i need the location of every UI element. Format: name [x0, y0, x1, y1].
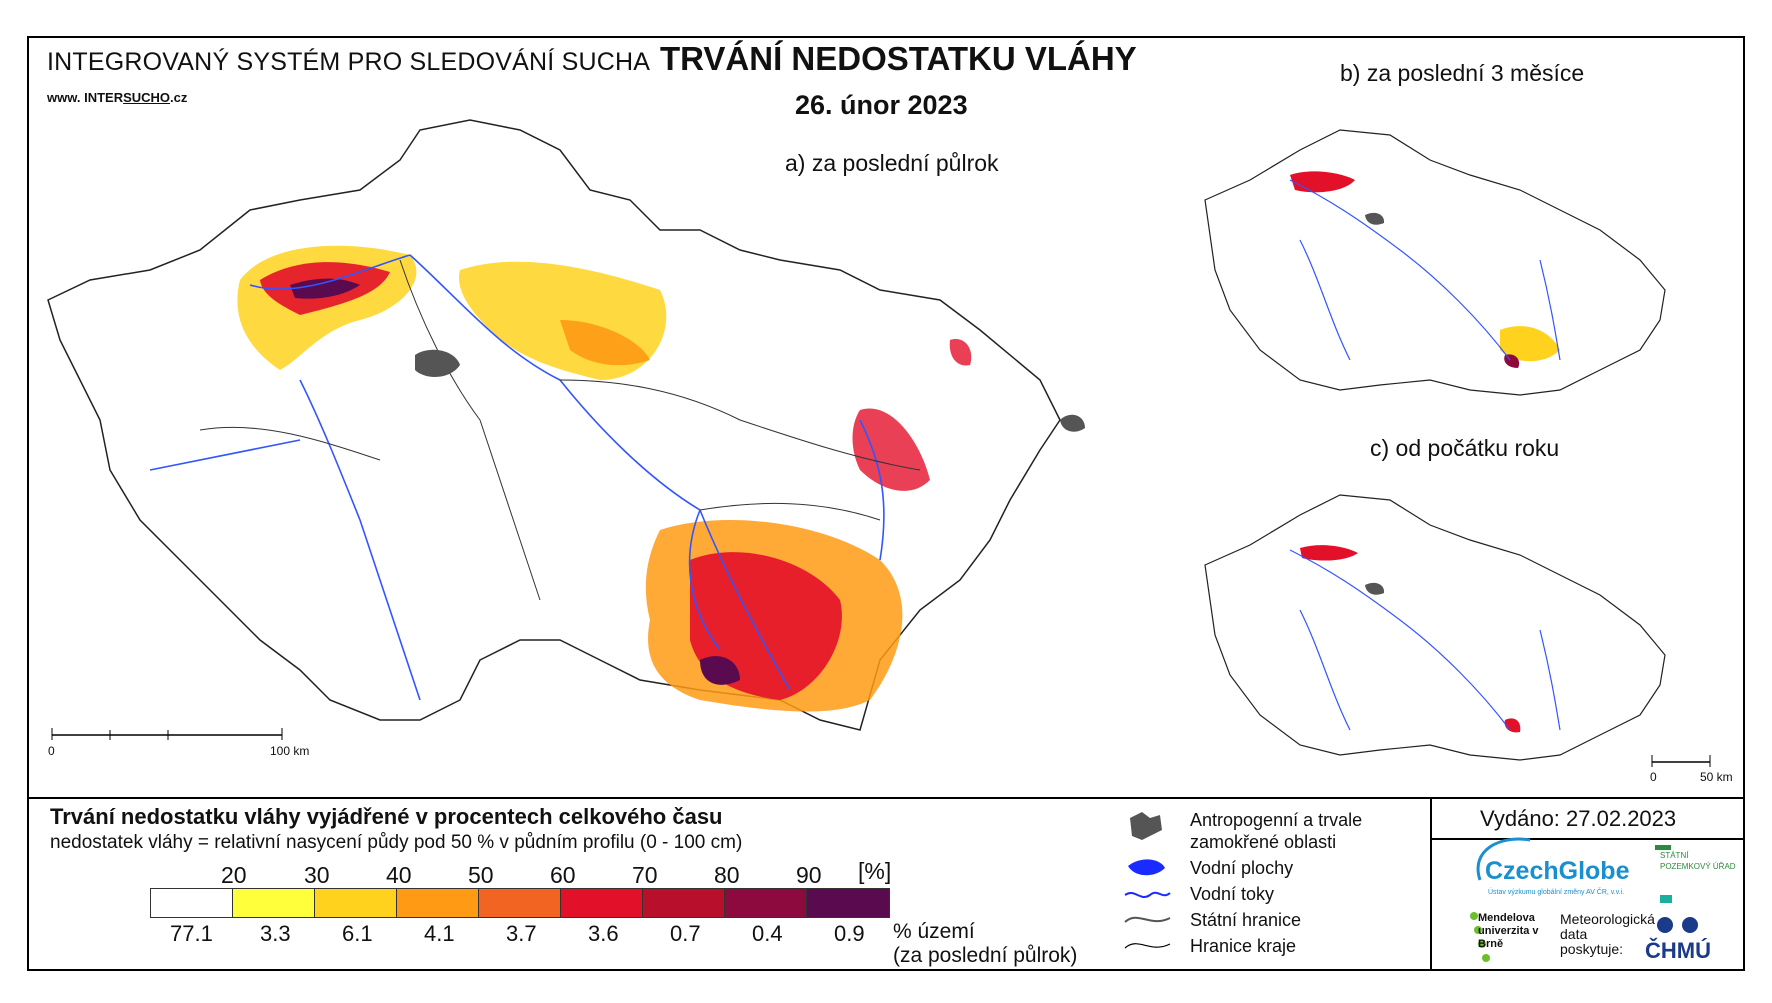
legend-title: Trvání nedostatku vláhy vyjádřené v proc… — [50, 804, 723, 829]
area-value: 0.7 — [670, 921, 701, 946]
ramp-class-7 — [725, 889, 807, 917]
scale-main-zero: 0 — [48, 744, 55, 758]
chmu-logo: ČHMÚ — [1645, 938, 1711, 963]
area-value: 3.3 — [260, 921, 291, 946]
threshold-label: 30 — [304, 862, 330, 888]
drought-e-a — [852, 408, 930, 491]
drought-s-deep-a — [700, 656, 740, 685]
panel-c-label: c) od počátku roku — [1370, 435, 1560, 461]
scalebar-small — [1651, 755, 1711, 767]
map-c — [1204, 494, 1666, 761]
map-b — [1204, 129, 1666, 396]
drought-nw-deep-a — [290, 278, 360, 299]
czech-outline-b — [1204, 129, 1666, 396]
threshold-label: 50 — [468, 862, 494, 888]
maps-canvas — [47, 119, 1711, 767]
threshold-label: 60 — [550, 862, 576, 888]
key-river-label: Vodní toky — [1190, 884, 1275, 904]
area-value: 0.4 — [752, 921, 783, 946]
scale-small-zero: 0 — [1650, 770, 1657, 784]
ramp-class-2 — [315, 889, 397, 917]
key-region-border-label: Hranice kraje — [1190, 936, 1297, 956]
map-title: TRVÁNÍ NEDOSTATKU VLÁHY — [660, 40, 1137, 77]
issued-date: Vydáno: 27.02.2023 — [1480, 806, 1677, 831]
meteo-data-credit: Meteorologická data poskytuje: — [1560, 911, 1655, 957]
area-value: 3.6 — [588, 921, 619, 946]
rivers-a — [149, 254, 885, 701]
prague-urban-b — [1365, 212, 1385, 225]
prague-urban-c — [1365, 582, 1385, 595]
panel-a-label: a) za poslední půlrok — [785, 150, 999, 176]
ramp-class-8 — [807, 889, 889, 917]
ramp-class-4 — [479, 889, 561, 917]
legend-divider — [1430, 799, 1432, 971]
rivers-b — [1289, 179, 1561, 361]
spu-logo: STÁTNÍ POZEMKOVÝ ÚŘAD — [1660, 851, 1736, 871]
key-urban-label-2: zamokřené oblasti — [1190, 832, 1337, 852]
czech-outline-c — [1204, 494, 1666, 761]
area-value: 6.1 — [342, 921, 373, 946]
prague-urban-a — [415, 349, 460, 377]
drought-b-nw — [1290, 171, 1355, 193]
area-label: % území — [893, 920, 975, 943]
threshold-label: 80 — [714, 862, 740, 888]
drought-n-core-a — [560, 320, 650, 366]
area-value: 4.1 — [424, 921, 455, 946]
drought-ne-a — [949, 339, 972, 366]
rivers-c — [1289, 549, 1561, 731]
color-ramp — [150, 888, 890, 918]
area-value: 77.1 — [170, 921, 213, 946]
mendel-logo: Mendelova univerzita v Brně — [1478, 912, 1539, 950]
scalebar-main — [51, 728, 283, 740]
ramp-class-0 — [151, 889, 233, 917]
threshold-label: 40 — [386, 862, 412, 888]
panel-b-label: b) za poslední 3 měsíce — [1340, 60, 1585, 86]
area-value: 3.7 — [506, 921, 537, 946]
key-state-border-label: Státní hranice — [1190, 910, 1302, 930]
drought-b-s — [1500, 326, 1560, 362]
issued-divider — [1432, 838, 1745, 840]
legend-panel — [27, 797, 1745, 973]
ramp-class-5 — [561, 889, 643, 917]
scale-small-end: 50 km — [1700, 770, 1733, 784]
ramp-class-1 — [233, 889, 315, 917]
threshold-unit: [%] — [858, 858, 892, 884]
threshold-label: 90 — [796, 862, 822, 888]
czechglobe-logo: CzechGlobe — [1485, 857, 1630, 885]
scale-main-end: 100 km — [270, 744, 310, 758]
area-value: 0.9 — [834, 921, 865, 946]
ramp-class-3 — [397, 889, 479, 917]
threshold-label: 20 — [221, 862, 247, 888]
system-title: INTEGROVANÝ SYSTÉM PRO SLEDOVÁNÍ SUCHA — [47, 48, 651, 76]
figure-frame — [27, 36, 1745, 971]
key-urban-label: Antropogenní a trvale — [1190, 810, 1363, 830]
drought-c-nw — [1300, 545, 1358, 561]
website-url[interactable]: www. INTERSUCHO.cz — [47, 90, 188, 105]
threshold-label: 70 — [632, 862, 658, 888]
area-label-period: (za poslední půlrok) — [893, 944, 1078, 967]
ramp-class-6 — [643, 889, 725, 917]
legend-subtitle: nedostatek vláhy = relativní nasycení pů… — [50, 832, 743, 853]
ostrava-urban-a — [1060, 414, 1085, 432]
map-date: 26. únor 2023 — [795, 90, 968, 120]
map-a — [47, 119, 1085, 731]
czech-outline-a — [47, 119, 1061, 731]
czechglobe-subtitle: Ústav výzkumu globální změny AV ČR, v.v.… — [1488, 889, 1625, 896]
key-water-label: Vodní plochy — [1190, 858, 1294, 878]
region-borders-a — [199, 259, 921, 601]
